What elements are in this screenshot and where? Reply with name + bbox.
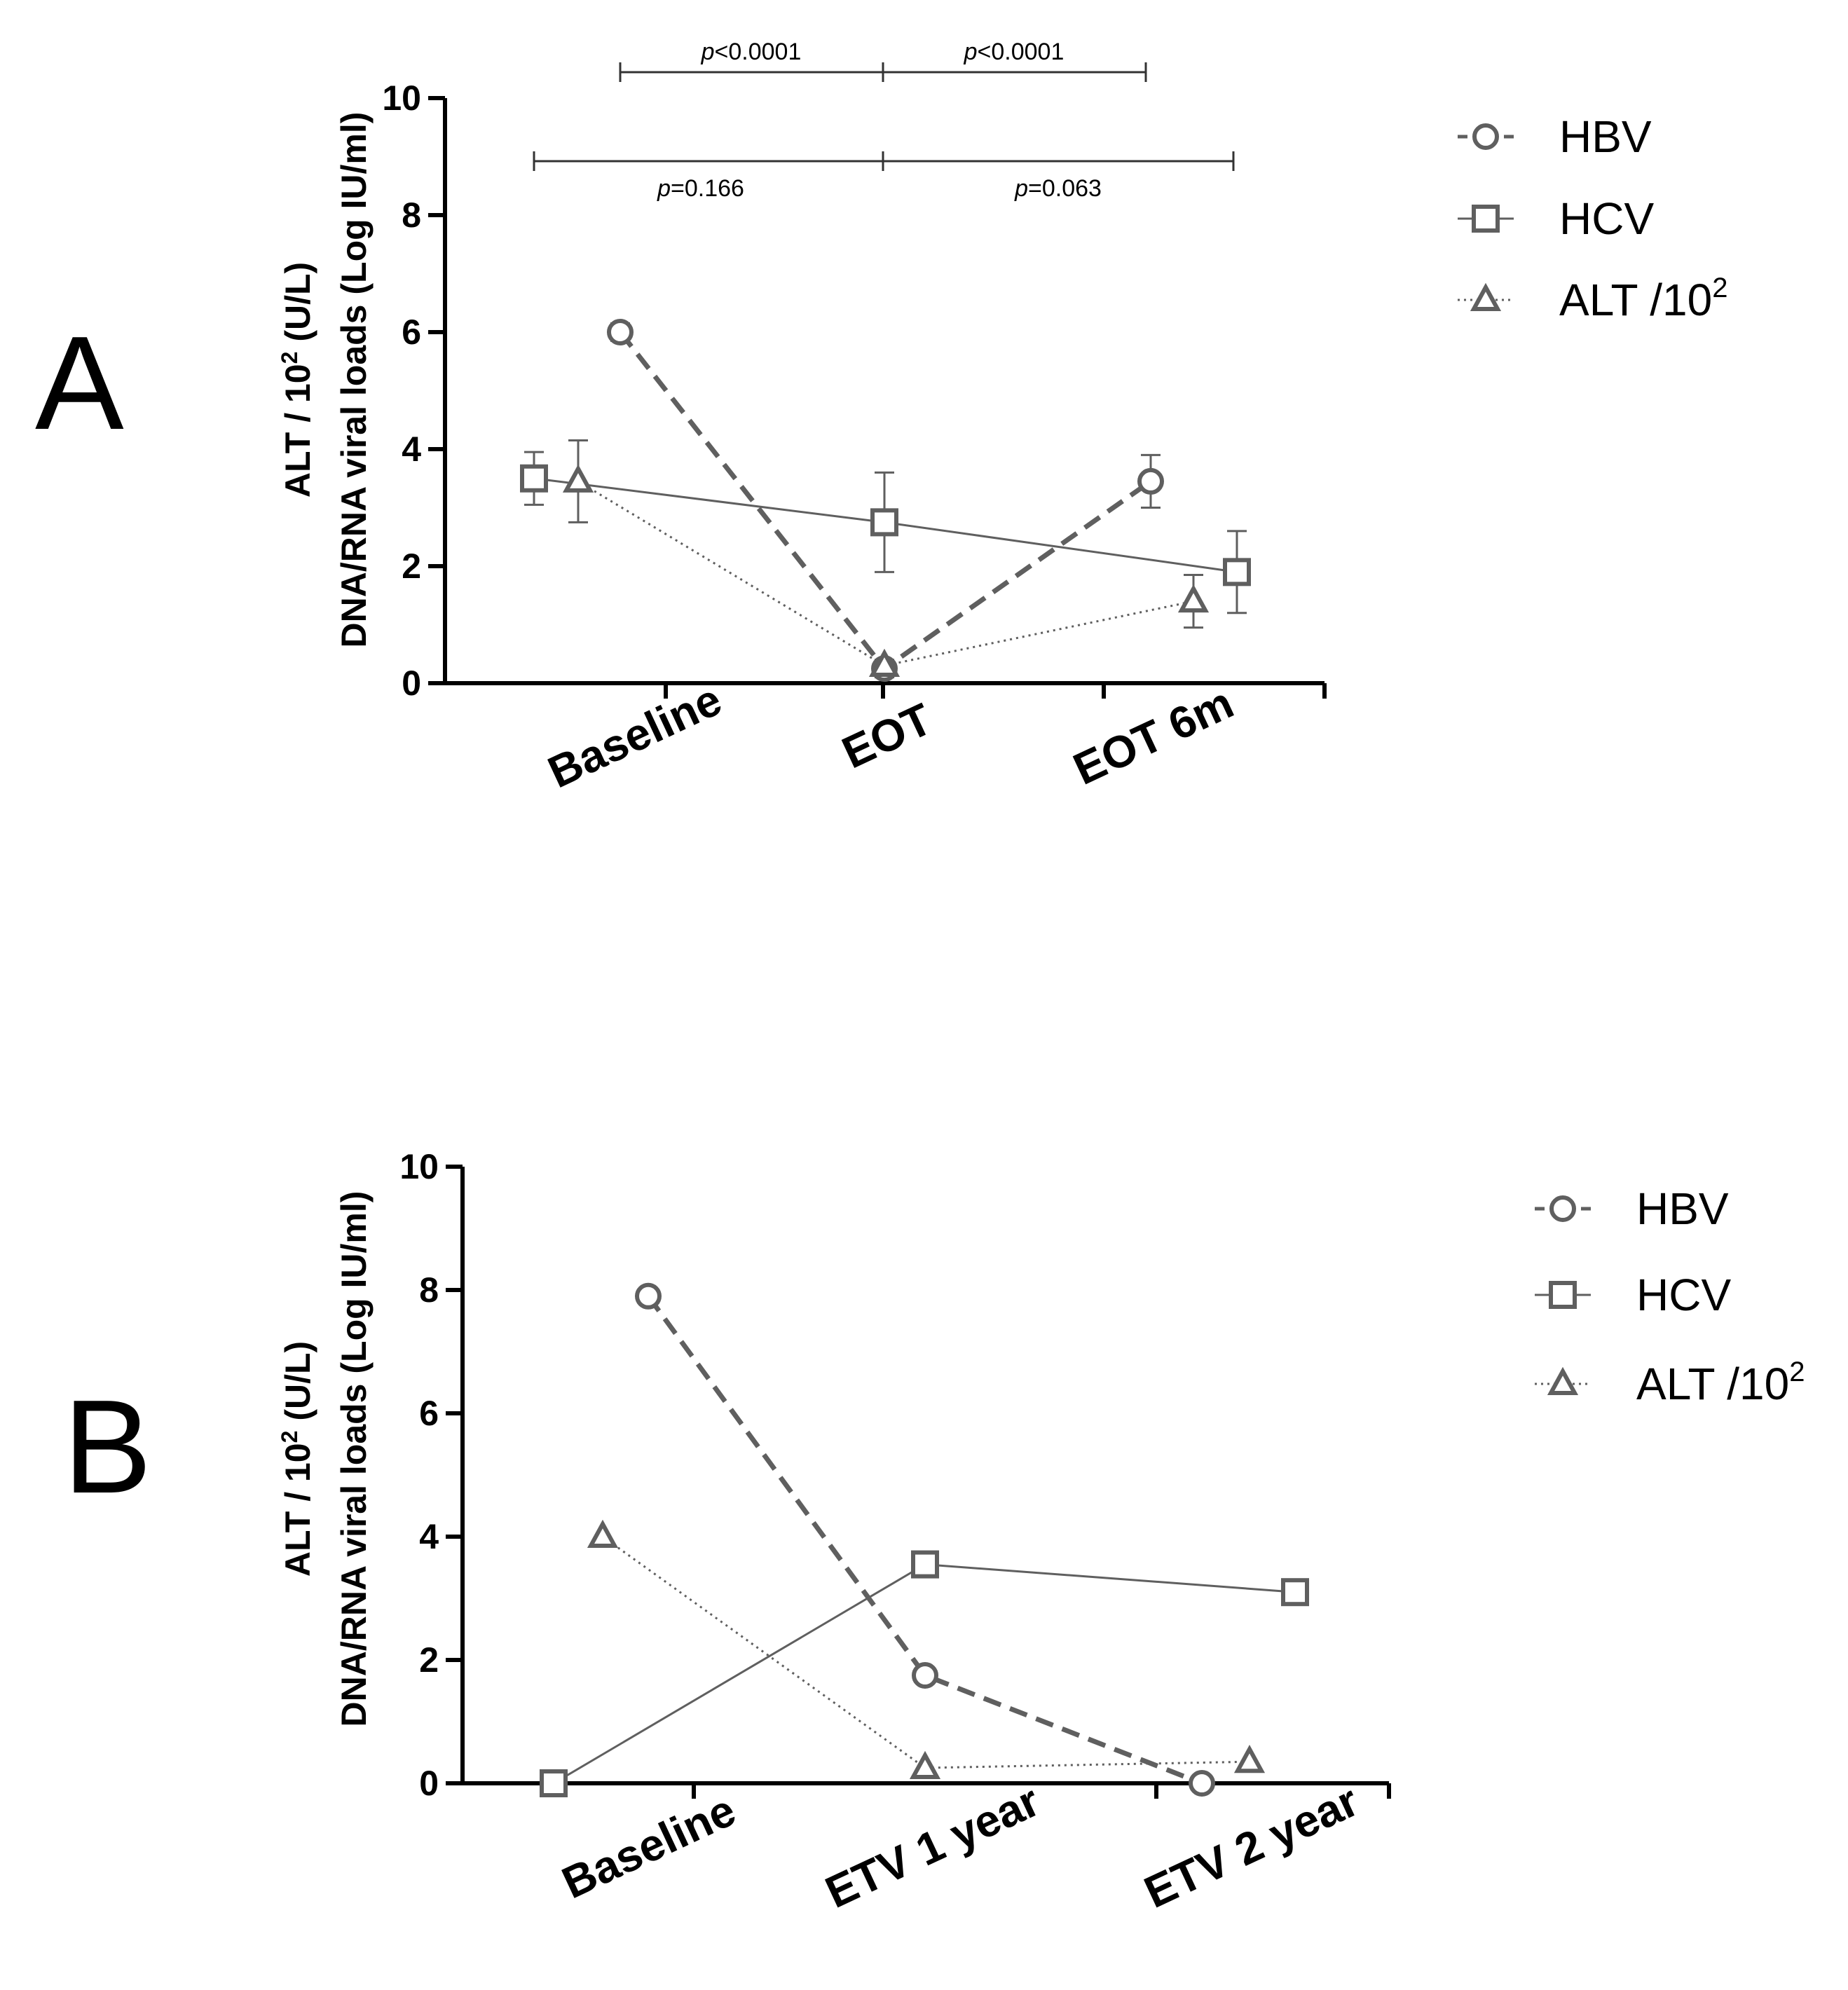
y-tick-label: 2 [419, 1640, 439, 1680]
y-tick-label: 2 [402, 547, 421, 586]
data-point-square [520, 464, 548, 493]
data-point-triangle [909, 1750, 941, 1779]
legend-item-hbv: HBV [1535, 1183, 1729, 1234]
data-point-square [1281, 1578, 1309, 1607]
legend-label: HCV [1559, 193, 1654, 244]
y-axis-label-line2-a: DNA/RNA viral loads (Log IU/ml) [334, 112, 374, 648]
series-alt-10 [587, 1519, 1266, 1779]
data-point-triangle [1177, 584, 1210, 613]
legend-b: HBV HCV ALT /102 [1535, 1183, 1805, 1409]
data-point-square [540, 1769, 568, 1797]
series-line [646, 1294, 1203, 1786]
legend-marker-circle [1472, 123, 1499, 150]
legend-a: HBV HCV ALT /102 [1458, 111, 1727, 325]
y-tick-label: 6 [402, 313, 421, 352]
y-tick-label: 8 [402, 195, 421, 235]
y-tick-label: 10 [382, 78, 421, 118]
panel-label-b: B [63, 1373, 152, 1521]
series-line [577, 480, 1194, 667]
data-point-circle [912, 1662, 938, 1689]
legend-item-hbv: HBV [1458, 111, 1652, 162]
y-tick-label: 4 [419, 1517, 439, 1556]
data-point-circle [607, 319, 634, 345]
x-category-label: EOT [835, 694, 940, 778]
y-axis-label-line2-b: DNA/RNA viral loads (Log IU/ml) [334, 1191, 374, 1727]
y-tick-label: 0 [402, 664, 421, 703]
legend-item-hcv: HCV [1535, 1270, 1731, 1320]
p-value-label: p=0.063 [1014, 175, 1102, 202]
legend-marker-triangle [1547, 1366, 1579, 1395]
legend-label: HBV [1636, 1183, 1729, 1234]
x-category-label: ETV 1 year [818, 1775, 1047, 1918]
series-line [602, 1535, 1250, 1769]
data-point-triangle [587, 1519, 619, 1548]
legend-item-alt-10: ALT /102 [1458, 273, 1727, 325]
y-tick-label: 0 [419, 1764, 439, 1803]
data-point-square [1223, 558, 1251, 586]
data-point-square [911, 1550, 939, 1579]
y-axis-label-line1-b: ALT / 102 (U/L) [277, 1341, 317, 1577]
y-tick-label: 10 [399, 1147, 439, 1186]
legend-marker-square [1549, 1281, 1577, 1309]
series-alt-10 [562, 439, 1210, 677]
legend-item-alt-10: ALT /102 [1535, 1357, 1805, 1409]
data-point-circle [635, 1282, 662, 1310]
series-hcv [520, 451, 1251, 615]
y-axis-label-line1-a: ALT / 102 (U/L) [277, 262, 317, 497]
legend-label: ALT /102 [1636, 1357, 1805, 1409]
y-tick-label: 4 [402, 430, 421, 469]
data-point-triangle [1233, 1744, 1266, 1773]
legend-label: HBV [1559, 111, 1652, 162]
legend-item-hcv: HCV [1458, 193, 1654, 244]
data-point-circle [1137, 467, 1164, 495]
y-tick-label: 8 [419, 1270, 439, 1310]
legend-label: HCV [1636, 1270, 1731, 1320]
x-category-label: Baseline [540, 674, 729, 798]
series-hbv [635, 1282, 1215, 1797]
p-value-label: p=0.166 [657, 175, 744, 202]
data-point-triangle [562, 464, 594, 493]
series-hcv [540, 1550, 1309, 1797]
panel-b: B ALT / 102 (U/L) DNA/RNA viral loads (L… [63, 1147, 1805, 1918]
data-point-square [870, 508, 898, 537]
legend-marker-triangle [1470, 282, 1502, 311]
data-point-triangle [868, 648, 901, 677]
legend-marker-circle [1549, 1195, 1576, 1222]
p-value-label: p<0.0001 [964, 39, 1065, 65]
panel-label-a: A [35, 309, 124, 458]
legend-label: ALT /102 [1559, 273, 1727, 325]
significance-brackets: p<0.0001 p<0.0001 p=0.166 p=0.063 [533, 39, 1235, 202]
data-point-circle [1189, 1770, 1215, 1797]
x-category-label: EOT 6m [1066, 677, 1241, 794]
legend-marker-square [1472, 205, 1500, 233]
y-tick-label: 6 [419, 1394, 439, 1433]
p-value-label: p<0.0001 [701, 39, 802, 65]
panel-a: A ALT / 102 (U/L) DNA/RNA viral loads (L… [35, 39, 1727, 797]
plot-area-b: 0 2 4 6 8 10 Baseline ETV 1 year ETV 2 year [399, 1147, 1391, 1918]
x-category-label: ETV 2 year [1137, 1775, 1366, 1918]
x-category-label: Baseline [554, 1785, 743, 1909]
